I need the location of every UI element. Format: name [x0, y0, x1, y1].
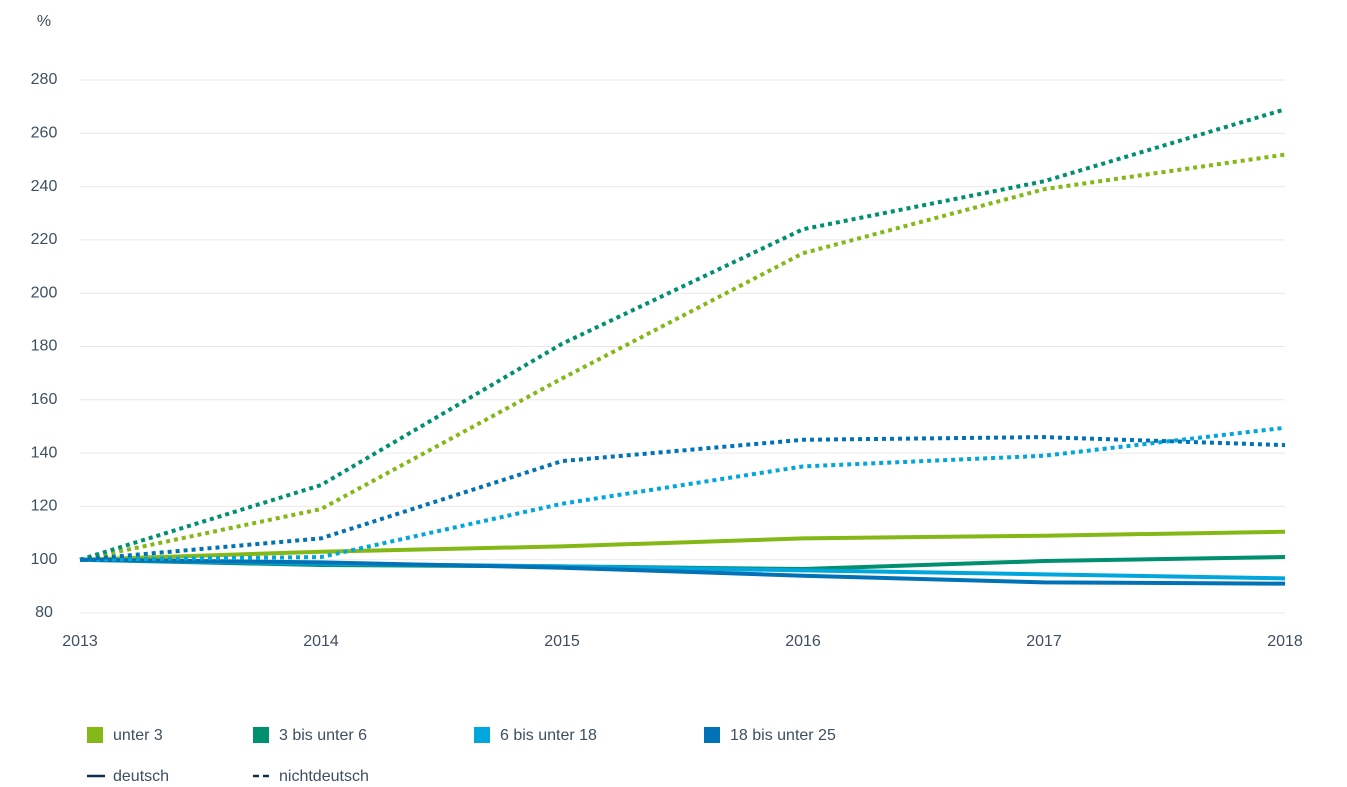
data-line — [79, 435, 1286, 562]
y-tick-label: 100 — [31, 551, 58, 568]
y-tick-label: 160 — [31, 391, 58, 408]
legend-swatch — [87, 727, 103, 743]
data-line — [79, 529, 1286, 562]
y-tick-label: 280 — [31, 71, 58, 88]
x-tick-label: 2018 — [1267, 633, 1303, 650]
legend-label: 18 bis unter 25 — [730, 727, 836, 744]
y-tick-label: 200 — [31, 284, 58, 301]
x-tick-label: 2013 — [62, 633, 98, 650]
y-tick-label: 120 — [31, 498, 58, 515]
y-tick-label: 180 — [31, 338, 58, 355]
legend-label: 6 bis unter 18 — [500, 727, 597, 744]
y-tick-label: 80 — [35, 604, 53, 621]
legend-label: deutsch — [113, 768, 169, 785]
x-tick-label: 2015 — [544, 633, 580, 650]
data-line — [79, 152, 1286, 562]
x-tick-label: 2017 — [1026, 633, 1062, 650]
y-tick-label: 140 — [31, 444, 58, 461]
legend-label: unter 3 — [113, 727, 163, 744]
data-line — [79, 425, 1286, 562]
x-tick-label: 2014 — [303, 633, 339, 650]
legend-label: 3 bis unter 6 — [279, 727, 367, 744]
y-axis-label: % — [37, 13, 51, 30]
legend-swatch — [474, 727, 490, 743]
y-tick-label: 240 — [31, 178, 58, 195]
y-tick-label: 220 — [31, 231, 58, 248]
x-tick-label: 2016 — [785, 633, 821, 650]
y-tick-label: 260 — [31, 125, 58, 142]
legend-label: nichtdeutsch — [279, 768, 369, 785]
data-line — [79, 557, 1286, 586]
legend-swatch — [253, 727, 269, 743]
data-line — [79, 107, 1286, 562]
legend-swatch — [704, 727, 720, 743]
